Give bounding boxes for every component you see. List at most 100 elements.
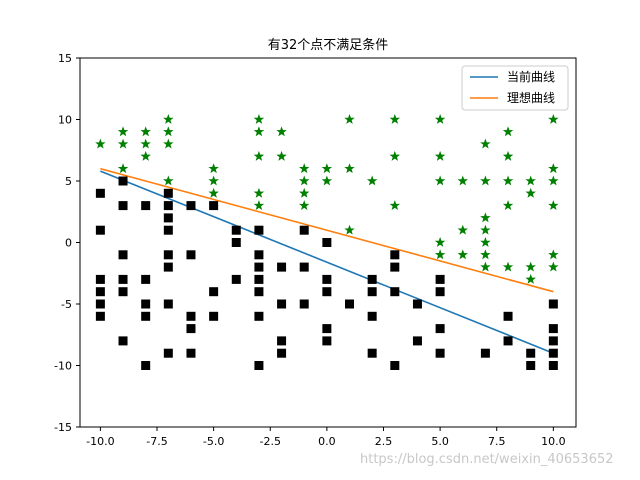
star-point (434, 150, 446, 161)
star-point (163, 138, 174, 149)
square-point (299, 299, 309, 309)
star-point (344, 114, 355, 124)
star-point (480, 224, 491, 235)
star-point (299, 175, 310, 186)
x-tick-label: 0.0 (318, 435, 336, 448)
square-point (548, 336, 558, 346)
square-point (163, 250, 173, 260)
square-point (95, 225, 105, 235)
square-point (254, 361, 264, 370)
legend-label-ideal: 理想曲线 (507, 90, 555, 105)
square-point (367, 348, 377, 358)
star-point (389, 200, 401, 211)
square-point (186, 348, 196, 358)
star-point (321, 175, 333, 186)
square-point (163, 262, 173, 272)
star-point (208, 175, 219, 186)
watermark-text: https://blog.csdn.net/weixin_40653652 (360, 452, 614, 467)
star-point (253, 150, 265, 161)
square-point (118, 201, 128, 211)
x-tick-label: -10.0 (86, 435, 114, 448)
square-point (322, 238, 332, 247)
square-point (163, 201, 173, 211)
star-point (253, 114, 265, 124)
y-axis: -15 -10 -5 0 5 10 15 (54, 52, 80, 434)
square-point (163, 299, 173, 309)
star-point (480, 261, 491, 272)
square-point (141, 201, 151, 211)
y-tick-label: -5 (61, 298, 72, 311)
square-point (118, 287, 128, 297)
star-point (276, 126, 287, 137)
square-point (254, 274, 264, 284)
square-point (95, 274, 105, 284)
star-point (299, 187, 310, 198)
square-point (163, 188, 173, 198)
star-point (95, 138, 106, 149)
square-point (254, 250, 264, 260)
square-point (231, 274, 241, 284)
square-point (503, 336, 513, 346)
star-point (548, 200, 559, 211)
square-point (209, 311, 219, 321)
square-point (367, 287, 377, 297)
square-point (367, 311, 377, 321)
plot-area: -10.0 -7.5 -5.0 -2.5 0.0 2.5 5.0 7.5 10.0 -15 -10… (54, 52, 577, 448)
star-point (366, 175, 378, 186)
star-point (163, 126, 174, 137)
star-point (480, 212, 491, 223)
square-point (95, 287, 105, 297)
series-layer (95, 114, 559, 370)
star-point (502, 150, 514, 161)
star-point (502, 200, 514, 211)
square-point (186, 250, 196, 260)
square-point (367, 274, 377, 284)
star-point (208, 163, 219, 174)
square-point (412, 299, 422, 309)
square-point (141, 299, 151, 309)
square-point (345, 299, 355, 309)
star-point (208, 187, 219, 198)
star-point (434, 114, 446, 124)
square-point (412, 336, 422, 346)
star-point (457, 249, 468, 260)
square-point (95, 188, 105, 198)
square-point (141, 361, 151, 370)
star-point (480, 138, 491, 149)
star-point (276, 150, 287, 161)
square-point (95, 311, 105, 321)
star-point (117, 163, 129, 174)
star-point (117, 138, 129, 149)
star-point (140, 138, 151, 149)
square-point (118, 250, 128, 260)
square-point (141, 311, 151, 321)
square-point (118, 176, 128, 186)
star-point (434, 249, 446, 260)
star-point (434, 175, 446, 186)
square-point (435, 348, 445, 358)
square-point (277, 348, 287, 358)
square-point (231, 238, 241, 247)
square-point (141, 274, 151, 284)
square-point (254, 225, 264, 235)
x-tick-label: 10.0 (541, 435, 566, 448)
star-point (389, 114, 401, 124)
x-tick-label: 7.5 (488, 435, 506, 448)
star-point (389, 150, 401, 161)
legend-label-current: 当前曲线 (507, 69, 555, 84)
star-point (525, 273, 536, 284)
y-tick-label: 0 (65, 237, 72, 250)
star-point (525, 187, 536, 198)
star-point (140, 150, 151, 161)
square-point (390, 287, 400, 297)
square-point (254, 311, 264, 321)
star-point (480, 175, 491, 186)
square-point (390, 361, 400, 370)
square-point (526, 348, 536, 358)
legend: 当前曲线 理想曲线 (461, 65, 569, 111)
square-point (548, 361, 558, 370)
square-point (95, 299, 105, 309)
chart-title: 有32个点不满足条件 (268, 37, 389, 53)
square-point (435, 287, 445, 297)
